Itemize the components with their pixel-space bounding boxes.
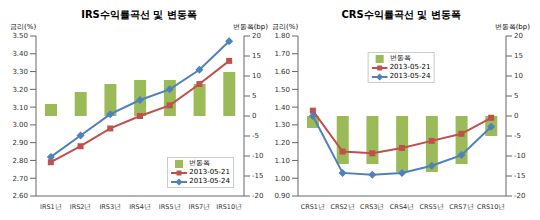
- svg-text:0.90: 0.90: [274, 192, 290, 200]
- html-text:금리(%): 금리(%): [272, 23, 299, 31]
- svg-text:1.20: 1.20: [274, 139, 290, 147]
- svg-text:-5: -5: [514, 132, 521, 140]
- svg-text:CRS10년: CRS10년: [477, 203, 505, 210]
- svg-text:1.50: 1.50: [274, 86, 290, 94]
- svg-text:3.00: 3.00: [12, 121, 28, 129]
- html-text:변동폭(bp): 변동폭(bp): [494, 23, 530, 31]
- svg-text:-20: -20: [514, 192, 525, 200]
- svg-text:CRS5년: CRS5년: [420, 203, 444, 210]
- svg-text:IRS10년: IRS10년: [216, 203, 242, 210]
- svg-text:5: 5: [252, 92, 256, 100]
- svg-text:1.30: 1.30: [274, 121, 290, 129]
- html-text:2013-05-24: 2013-05-24: [189, 177, 230, 185]
- svg-text:CRS4년: CRS4년: [390, 203, 414, 210]
- html-text:2013-05-21: 2013-05-21: [189, 168, 230, 176]
- html-text:2013-05-21: 2013-05-21: [389, 63, 431, 71]
- svg-text:2.60: 2.60: [12, 192, 28, 200]
- svg-text:3.30: 3.30: [12, 68, 28, 76]
- svg-text:1.60: 1.60: [274, 68, 290, 76]
- svg-text:10: 10: [252, 72, 261, 80]
- svg-text:-10: -10: [514, 152, 525, 160]
- svg-text:20: 20: [514, 32, 523, 40]
- svg-text:IRS2년: IRS2년: [70, 203, 92, 210]
- svg-text:1.70: 1.70: [274, 50, 290, 58]
- svg-text:10: 10: [514, 72, 523, 80]
- html-text:변동폭(bp): 변동폭(bp): [232, 23, 268, 31]
- svg-text:1.40: 1.40: [274, 104, 290, 112]
- html-text:2013-05-24: 2013-05-24: [389, 72, 431, 80]
- svg-text:3.40: 3.40: [12, 50, 28, 58]
- html-text:변동폭: 변동폭: [189, 159, 211, 167]
- svg-text:-20: -20: [252, 192, 263, 200]
- svg-text:IRS5년: IRS5년: [159, 203, 181, 210]
- svg-text:3.20: 3.20: [12, 86, 28, 94]
- svg-text:-15: -15: [252, 172, 263, 180]
- svg-text:0: 0: [514, 112, 518, 120]
- svg-text:CRS3년: CRS3년: [360, 203, 384, 210]
- html-text:IRS수익률곡선 및 변동폭: IRS수익률곡선 및 변동폭: [81, 9, 197, 20]
- svg-text:-5: -5: [252, 132, 259, 140]
- svg-text:IRS1년: IRS1년: [40, 203, 62, 210]
- svg-text:1.10: 1.10: [274, 157, 290, 165]
- svg-text:0: 0: [252, 112, 256, 120]
- svg-text:3.10: 3.10: [12, 104, 28, 112]
- svg-text:CRS1년: CRS1년: [301, 203, 325, 210]
- svg-text:CRS7년: CRS7년: [449, 203, 473, 210]
- svg-text:1.00: 1.00: [274, 175, 290, 183]
- svg-text:2.80: 2.80: [12, 157, 28, 165]
- svg-text:15: 15: [514, 52, 523, 60]
- html-text:CRS수익률곡선 및 변동폭: CRS수익률곡선 및 변동폭: [341, 9, 461, 20]
- svg-text:IRS4년: IRS4년: [129, 203, 151, 210]
- svg-text:5: 5: [514, 92, 518, 100]
- svg-text:2.90: 2.90: [12, 139, 28, 147]
- svg-text:2.70: 2.70: [12, 175, 28, 183]
- svg-text:-10: -10: [252, 152, 263, 160]
- html-text:금리(%): 금리(%): [10, 23, 37, 31]
- svg-text:3.50: 3.50: [12, 32, 28, 40]
- svg-text:IRS3년: IRS3년: [99, 203, 121, 210]
- svg-text:IRS7년: IRS7년: [189, 203, 211, 210]
- svg-text:15: 15: [252, 52, 261, 60]
- svg-text:CRS2년: CRS2년: [330, 203, 354, 210]
- html-text:변동폭: 변동폭: [389, 54, 411, 62]
- svg-text:1.80: 1.80: [274, 32, 290, 40]
- svg-text:20: 20: [252, 32, 261, 40]
- svg-text:-15: -15: [514, 172, 525, 180]
